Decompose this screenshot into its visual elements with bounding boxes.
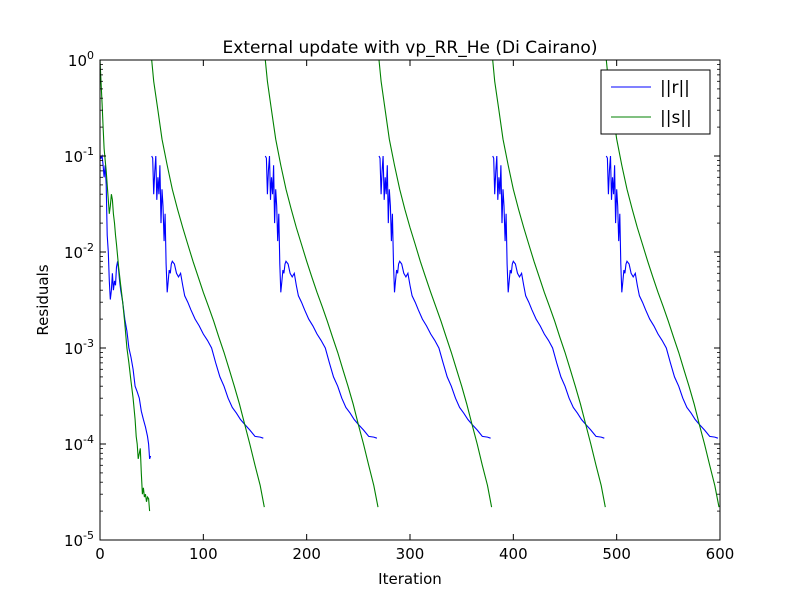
x-tick-label: 100 bbox=[189, 545, 218, 563]
series-s-segment-1 bbox=[151, 59, 265, 508]
y-axis-label: Residuals bbox=[34, 264, 52, 335]
legend-frame bbox=[600, 69, 711, 135]
y-tick-label: 10-2 bbox=[64, 241, 94, 262]
y-tick-label: 10-3 bbox=[64, 337, 94, 358]
series-r-segment-0 bbox=[99, 154, 152, 460]
series-r-segment-5 bbox=[605, 155, 719, 439]
y-tick-label: 10-5 bbox=[64, 529, 94, 550]
series-r-segment-3 bbox=[378, 155, 491, 439]
x-tick-label: 500 bbox=[602, 545, 631, 563]
series-r-segment-1 bbox=[151, 155, 264, 439]
y-tick-label: 100 bbox=[68, 49, 94, 70]
x-tick-label: 200 bbox=[292, 545, 321, 563]
x-tick-label: 400 bbox=[499, 545, 528, 563]
series-r-segment-4 bbox=[492, 155, 605, 439]
x-axis-label: Iteration bbox=[378, 570, 442, 588]
legend-label-r: ||r|| bbox=[660, 78, 690, 98]
x-tick-label: 0 bbox=[95, 545, 105, 563]
legend: ||r|| ||s|| bbox=[600, 69, 711, 135]
x-axis-ticks: 0 100 200 300 400 500 600 bbox=[95, 60, 734, 563]
y-tick-label: 10-1 bbox=[64, 145, 94, 166]
series-s-segment-0 bbox=[99, 59, 151, 512]
series-s-segment-4 bbox=[492, 59, 606, 508]
series-s-segment-3 bbox=[378, 59, 493, 508]
x-tick-label: 300 bbox=[396, 545, 425, 563]
series-s-segment-2 bbox=[264, 59, 379, 508]
x-tick-label: 600 bbox=[706, 545, 735, 563]
y-tick-label: 10-4 bbox=[64, 433, 94, 454]
series-r-segment-2 bbox=[264, 155, 378, 439]
series-layer bbox=[99, 59, 720, 512]
series-s-segment-5 bbox=[605, 59, 720, 508]
legend-label-s: ||s|| bbox=[660, 108, 692, 128]
chart-title: External update with vp_RR_He (Di Cairan… bbox=[223, 38, 598, 58]
y-axis-ticks: 100 10-1 10-2 10-3 10-4 10-5 bbox=[64, 49, 720, 550]
